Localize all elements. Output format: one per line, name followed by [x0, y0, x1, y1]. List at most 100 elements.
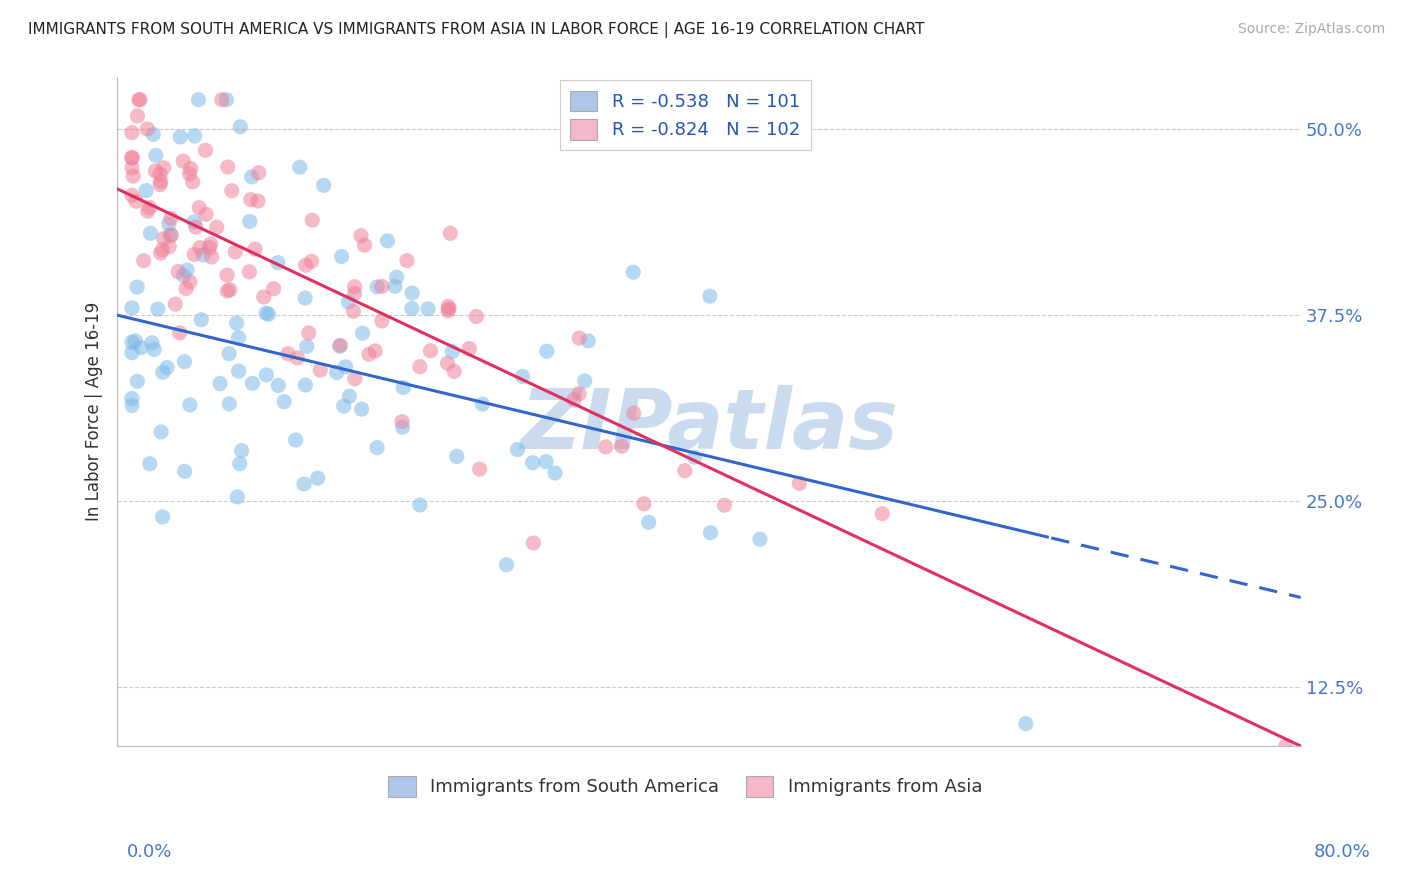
- Point: [174, 281, 197, 295]
- Point: [512, 369, 534, 384]
- Legend: Immigrants from South America, Immigrants from Asia: Immigrants from South America, Immigrant…: [381, 769, 990, 804]
- Point: [506, 442, 529, 457]
- Point: [149, 178, 172, 192]
- Point: [127, 280, 149, 294]
- Point: [218, 397, 240, 411]
- Point: [610, 439, 633, 453]
- Point: [190, 313, 212, 327]
- Point: [329, 338, 352, 352]
- Point: [465, 310, 488, 324]
- Text: IMMIGRANTS FROM SOUTH AMERICA VS IMMIGRANTS FROM ASIA IN LABOR FORCE | AGE 16-19: IMMIGRANTS FROM SOUTH AMERICA VS IMMIGRA…: [28, 22, 925, 38]
- Point: [179, 167, 201, 181]
- Point: [284, 433, 307, 447]
- Point: [188, 201, 211, 215]
- Point: [152, 232, 174, 246]
- Point: [366, 441, 388, 455]
- Point: [441, 344, 464, 359]
- Point: [139, 227, 162, 241]
- Point: [633, 497, 655, 511]
- Point: [127, 109, 149, 123]
- Point: [544, 466, 567, 480]
- Point: [150, 243, 173, 257]
- Point: [1015, 716, 1038, 731]
- Point: [138, 201, 160, 215]
- Point: [254, 306, 277, 320]
- Point: [129, 93, 152, 107]
- Point: [307, 471, 329, 485]
- Point: [377, 234, 399, 248]
- Point: [713, 498, 735, 512]
- Point: [183, 128, 205, 143]
- Point: [416, 301, 439, 316]
- Point: [173, 354, 195, 368]
- Point: [263, 282, 285, 296]
- Point: [184, 220, 207, 235]
- Point: [301, 254, 323, 268]
- Point: [468, 462, 491, 476]
- Point: [446, 450, 468, 464]
- Point: [180, 161, 202, 176]
- Point: [152, 510, 174, 524]
- Point: [200, 237, 222, 252]
- Point: [409, 359, 432, 374]
- Point: [401, 286, 423, 301]
- Point: [385, 270, 408, 285]
- Point: [337, 295, 360, 310]
- Point: [242, 376, 264, 391]
- Point: [183, 215, 205, 229]
- Point: [371, 314, 394, 328]
- Point: [240, 169, 263, 184]
- Point: [157, 217, 180, 231]
- Point: [183, 247, 205, 261]
- Point: [218, 283, 240, 297]
- Point: [364, 343, 387, 358]
- Point: [229, 457, 252, 471]
- Point: [787, 476, 810, 491]
- Point: [401, 301, 423, 316]
- Point: [228, 331, 250, 345]
- Point: [384, 279, 406, 293]
- Point: [1275, 739, 1298, 753]
- Point: [257, 307, 280, 321]
- Point: [121, 399, 143, 413]
- Point: [231, 443, 253, 458]
- Point: [522, 536, 544, 550]
- Point: [254, 368, 277, 382]
- Point: [443, 364, 465, 378]
- Point: [135, 184, 157, 198]
- Point: [309, 363, 332, 377]
- Point: [343, 279, 366, 293]
- Point: [436, 356, 458, 370]
- Point: [129, 341, 152, 355]
- Point: [127, 375, 149, 389]
- Point: [353, 238, 375, 252]
- Point: [229, 120, 252, 134]
- Point: [188, 241, 211, 255]
- Point: [253, 290, 276, 304]
- Point: [287, 351, 309, 365]
- Point: [568, 331, 591, 345]
- Point: [125, 194, 148, 209]
- Point: [267, 378, 290, 392]
- Point: [294, 258, 316, 272]
- Point: [301, 213, 323, 227]
- Point: [352, 326, 374, 341]
- Point: [267, 255, 290, 269]
- Point: [121, 345, 143, 359]
- Point: [294, 291, 316, 305]
- Point: [218, 347, 240, 361]
- Point: [215, 93, 238, 107]
- Point: [562, 392, 585, 407]
- Point: [165, 297, 187, 311]
- Point: [748, 533, 770, 547]
- Point: [239, 214, 262, 228]
- Point: [699, 289, 721, 303]
- Point: [332, 399, 354, 413]
- Point: [150, 425, 173, 439]
- Point: [247, 166, 270, 180]
- Point: [343, 372, 366, 386]
- Point: [201, 250, 224, 264]
- Point: [156, 360, 179, 375]
- Point: [409, 498, 432, 512]
- Point: [458, 342, 481, 356]
